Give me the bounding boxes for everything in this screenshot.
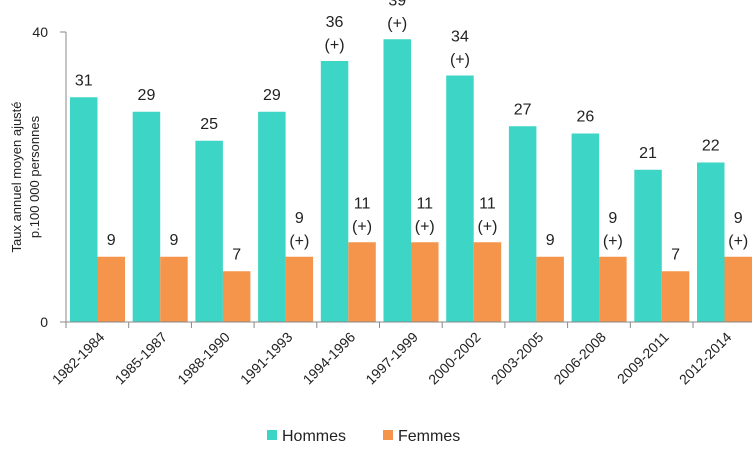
bars-layer (70, 39, 752, 322)
bar-femmes-1997-1999 (411, 242, 439, 322)
bar-hommes-1982-1984 (70, 97, 98, 322)
value-label-hommes-2006-2008: 26 (576, 109, 594, 126)
legend-label-femmes: Femmes (398, 428, 460, 445)
bar-hommes-1994-1996 (320, 61, 349, 322)
category-labels-layer: 1982-1984 1985-1987 1988-1990 1991-1993 1994… (49, 329, 735, 388)
category-label-2006-2008: 2006-2008 (550, 329, 609, 388)
value-label-femmes-1991-1993: 9 (295, 210, 304, 227)
bar-femmes-2009-2011 (661, 271, 690, 322)
value-labels-layer: 31 29 25 29 36 (+) 39 (+) 34 (+) 27 26 21 22 9 9 7 9 (+) 11… (75, 0, 748, 263)
category-label-2000-2002: 2000-2002 (425, 329, 484, 388)
significance-marker-femmes-1991-1993: (+) (289, 233, 309, 250)
y-tick-label: 40 (32, 24, 48, 40)
category-label-1988-1990: 1988-1990 (174, 329, 233, 388)
y-axis-title-line-1: Taux annuel moyen ajusté (9, 101, 24, 252)
bar-hommes-2000-2002 (446, 75, 474, 322)
bar-femmes-1994-1996 (348, 242, 376, 322)
value-label-hommes-2009-2011: 21 (639, 145, 657, 162)
bar-hommes-1985-1987 (132, 111, 161, 322)
value-label-femmes-1985-1987: 9 (169, 232, 178, 249)
bar-hommes-2003-2005 (508, 126, 537, 322)
significance-marker-femmes-2012-2014: (+) (728, 233, 748, 250)
bar-hommes-2009-2011 (634, 169, 662, 322)
bar-femmes-2012-2014 (724, 256, 752, 322)
bar-femmes-2000-2002 (473, 242, 502, 322)
significance-marker-femmes-2006-2008: (+) (603, 233, 623, 250)
y-axis-title-line-2: p.100 000 personnes (27, 115, 42, 238)
bar-femmes-1988-1990 (222, 271, 251, 322)
category-label-2009-2011: 2009-2011 (614, 329, 672, 387)
category-label-1997-1999: 1997-1999 (362, 329, 421, 388)
axis-ticks-layer: 0 40 (32, 24, 694, 330)
value-label-hommes-2003-2005: 27 (514, 101, 532, 118)
significance-marker-hommes-1994-1996: (+) (325, 37, 345, 54)
value-label-femmes-1997-1999: 11 (416, 195, 433, 212)
bar-hommes-2012-2014 (697, 162, 725, 322)
bar-femmes-2003-2005 (536, 256, 564, 322)
value-label-hommes-1997-1999: 39 (388, 0, 406, 9)
value-label-hommes-1991-1993: 29 (263, 87, 281, 104)
value-label-femmes-1988-1990: 7 (232, 246, 241, 263)
bar-hommes-1988-1990 (195, 140, 223, 322)
value-label-femmes-1982-1984: 9 (107, 232, 116, 249)
significance-marker-femmes-1997-1999: (+) (415, 218, 435, 235)
value-label-femmes-2000-2002: 11 (479, 195, 496, 212)
value-label-femmes-2012-2014: 9 (734, 210, 743, 227)
bar-femmes-2006-2008 (599, 256, 627, 322)
bar-femmes-1991-1993 (285, 256, 314, 322)
significance-marker-hommes-2000-2002: (+) (450, 52, 470, 69)
value-label-hommes-1994-1996: 36 (326, 14, 344, 31)
legend: Hommes Femmes (267, 428, 460, 445)
y-tick-label: 0 (40, 314, 48, 330)
bar-hommes-1991-1993 (258, 111, 286, 322)
value-label-hommes-1988-1990: 25 (200, 116, 218, 133)
category-label-1994-1996: 1994-1996 (300, 329, 359, 388)
value-label-hommes-2012-2014: 22 (702, 138, 720, 155)
significance-marker-hommes-1997-1999: (+) (387, 15, 407, 32)
category-label-2003-2005: 2003-2005 (488, 329, 547, 388)
value-label-femmes-2009-2011: 7 (671, 246, 680, 263)
category-label-1982-1984: 1982-1984 (49, 329, 108, 388)
value-label-femmes-2006-2008: 9 (608, 210, 617, 227)
legend-swatch-femmes (383, 430, 393, 440)
bar-hommes-1997-1999 (383, 39, 411, 322)
value-label-femmes-2003-2005: 9 (546, 232, 555, 249)
value-label-femmes-1994-1996: 11 (354, 195, 371, 212)
value-label-hommes-1982-1984: 31 (75, 72, 93, 89)
legend-swatch-hommes (267, 430, 277, 440)
value-label-hommes-1985-1987: 29 (138, 87, 156, 104)
legend-label-hommes: Hommes (282, 428, 346, 445)
category-label-1991-1993: 1991-1993 (237, 329, 296, 388)
bar-femmes-1982-1984 (97, 256, 125, 322)
value-label-hommes-2000-2002: 34 (451, 29, 469, 46)
significance-marker-femmes-1994-1996: (+) (352, 218, 372, 235)
category-label-1985-1987: 1985-1987 (112, 329, 171, 388)
significance-marker-femmes-2000-2002: (+) (477, 218, 497, 235)
category-label-2012-2014: 2012-2014 (676, 329, 735, 388)
bar-hommes-2006-2008 (571, 133, 600, 322)
bar-femmes-1985-1987 (160, 256, 188, 322)
